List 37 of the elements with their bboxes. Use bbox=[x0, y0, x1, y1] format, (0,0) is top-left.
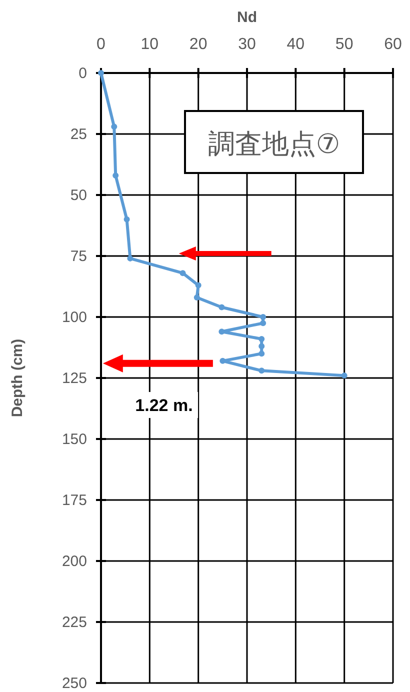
point bbox=[111, 124, 118, 130]
x-tick-label: 20 bbox=[189, 36, 208, 53]
point bbox=[180, 270, 186, 276]
y-tick-label: 100 bbox=[62, 309, 87, 326]
point bbox=[260, 320, 266, 326]
y-tick-label: 75 bbox=[70, 248, 87, 265]
y-tick-label: 250 bbox=[62, 675, 87, 692]
x-tick-label: 60 bbox=[384, 36, 402, 53]
y-axis-title: Depth (cm) bbox=[9, 338, 26, 418]
point bbox=[218, 304, 225, 310]
y-tick-label: 175 bbox=[62, 492, 87, 509]
y-tick-label: 0 bbox=[78, 65, 87, 82]
x-tick-label: 50 bbox=[335, 36, 354, 53]
point bbox=[195, 282, 202, 288]
x-tick-label: 40 bbox=[286, 36, 305, 53]
point bbox=[258, 350, 265, 357]
point bbox=[341, 372, 348, 379]
point bbox=[220, 358, 226, 364]
annotation: 調査地点⑦ bbox=[208, 129, 340, 159]
point bbox=[127, 255, 134, 262]
y-tick-label: 125 bbox=[62, 370, 87, 387]
y-tick-label: 25 bbox=[70, 126, 87, 143]
x-axis-title: Nd bbox=[237, 9, 257, 26]
annotation: 1.22 m. bbox=[135, 396, 193, 415]
x-tick-label: 10 bbox=[140, 36, 159, 53]
x-tick-label: 30 bbox=[238, 36, 256, 53]
point bbox=[194, 294, 200, 300]
y-tick-label: 150 bbox=[62, 431, 87, 448]
point bbox=[258, 343, 265, 350]
point bbox=[258, 368, 265, 374]
point bbox=[260, 314, 266, 320]
y-tick-label: 50 bbox=[70, 187, 87, 204]
x-tick-label: 0 bbox=[96, 36, 106, 53]
point bbox=[124, 216, 130, 222]
point bbox=[258, 336, 265, 342]
y-tick-label: 200 bbox=[62, 553, 87, 570]
y-tick-label: 225 bbox=[62, 614, 87, 631]
